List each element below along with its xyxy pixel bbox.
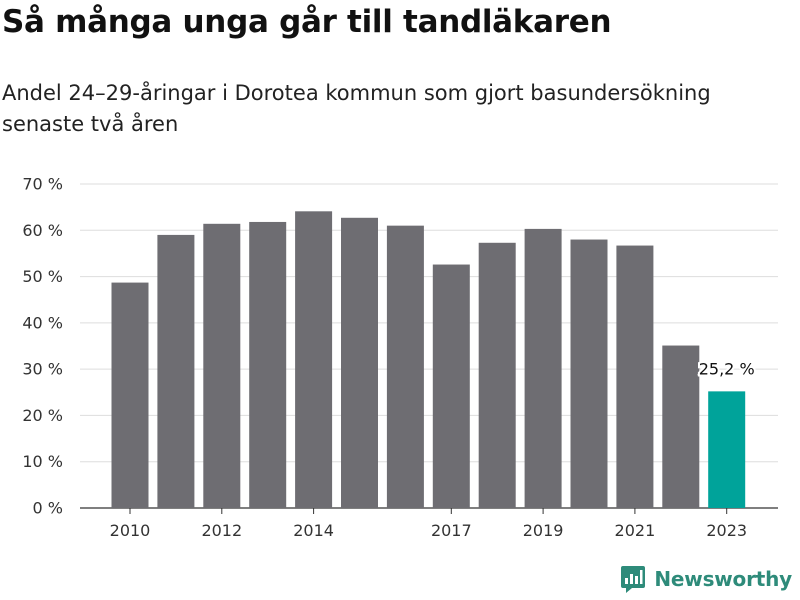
grid-lines <box>80 183 778 509</box>
x-tick-label-2019: 2019 <box>523 521 564 540</box>
bar-2023 <box>708 391 746 508</box>
bars <box>111 211 746 509</box>
bar-2010 <box>111 282 149 508</box>
data-labels: 25,2 % <box>697 357 757 380</box>
chart-title: Så många unga går till tandläkaren <box>2 4 612 40</box>
bar-2017 <box>432 264 470 508</box>
y-tick-label-30: 30 % <box>22 360 63 379</box>
chart-subtitle: Andel 24–29-åringar i Dorotea kommun som… <box>2 81 711 136</box>
x-tick-label-2014: 2014 <box>293 521 334 540</box>
newsworthy-logo-icon <box>621 566 646 593</box>
y-tick-label-10: 10 % <box>22 452 63 471</box>
bar-2019 <box>524 228 562 508</box>
bar-2021 <box>616 245 654 508</box>
y-tick-label-70: 70 % <box>22 175 63 194</box>
y-tick-label-20: 20 % <box>22 406 63 425</box>
y-tick-label-60: 60 % <box>22 221 63 240</box>
x-tick-label-2010: 2010 <box>110 521 151 540</box>
bar-2011 <box>157 234 195 508</box>
bar-2016 <box>386 225 424 508</box>
x-axis-ticks: 2010 2012 2014 2017 2019 2021 2023 <box>110 508 747 540</box>
brand-name: Newsworthy <box>654 567 792 591</box>
y-tick-label-40: 40 % <box>22 313 63 332</box>
bar-2014 <box>295 211 333 508</box>
y-tick-label-0: 0 % <box>33 499 63 518</box>
data-label-2023: 25,2 % <box>699 359 755 378</box>
y-tick-label-50: 50 % <box>22 267 63 286</box>
x-tick-label-2017: 2017 <box>431 521 472 540</box>
x-tick-label-2023: 2023 <box>706 521 747 540</box>
x-tick-label-2021: 2021 <box>615 521 656 540</box>
bar-2015 <box>341 217 378 508</box>
bar-2013 <box>249 221 287 508</box>
bar-2018 <box>478 242 516 509</box>
bar-2022 <box>662 345 700 508</box>
x-tick-label-2012: 2012 <box>201 521 242 540</box>
bar-2020 <box>570 239 608 509</box>
y-axis-ticks: 0 % 10 % 20 % 30 % 40 % 50 % 60 % 70 % <box>22 175 63 518</box>
bar-2012 <box>203 223 241 508</box>
brand-footer: Newsworthy <box>620 564 792 594</box>
